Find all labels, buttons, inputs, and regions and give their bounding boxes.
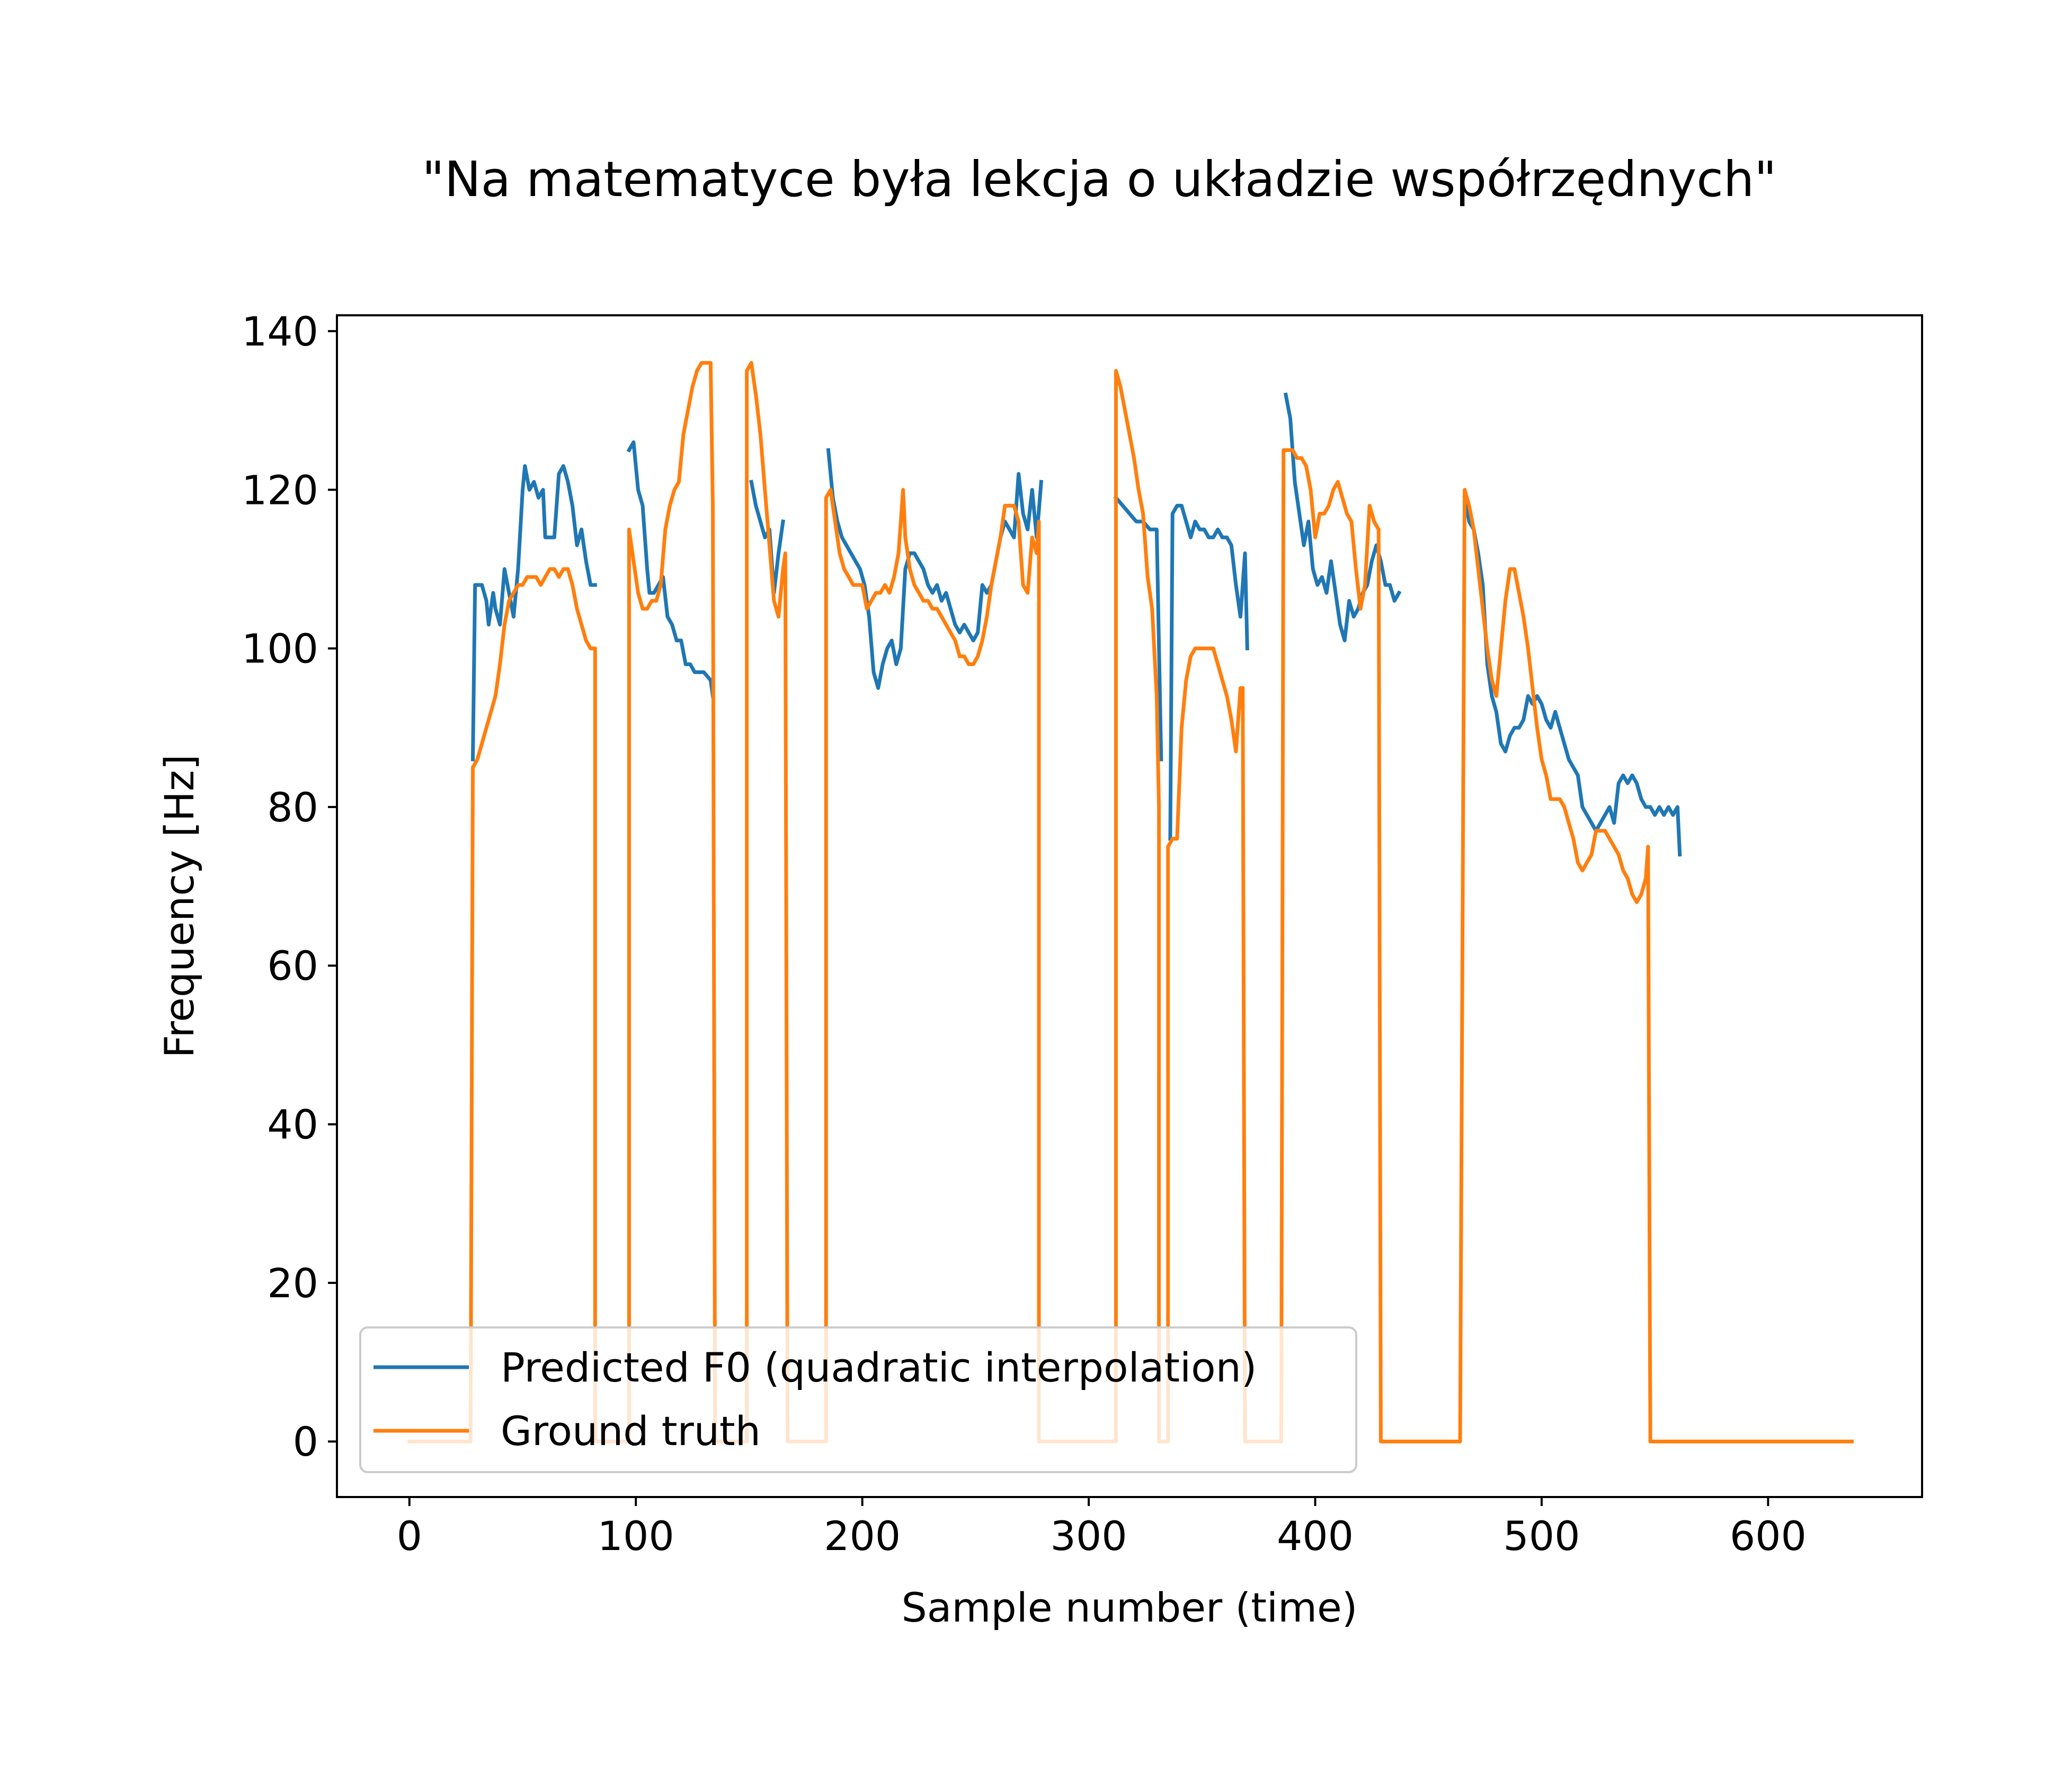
y-tick-label: 60 <box>267 942 318 989</box>
y-tick-label: 100 <box>242 625 318 672</box>
legend-label-ground-truth: Ground truth <box>501 1407 761 1455</box>
x-tick-label: 500 <box>1503 1512 1580 1560</box>
plot-area-frame <box>336 314 1923 1498</box>
chart-title: "Na matematyce była lekcja o układzie ws… <box>422 151 1777 208</box>
legend-box <box>359 1326 1357 1473</box>
y-tick-label: 0 <box>293 1418 318 1465</box>
y-axis: 0 20 40 60 80 100 120 140 <box>242 308 337 1465</box>
y-tick-label: 80 <box>267 784 318 831</box>
series-0-line-segment-1 <box>626 440 715 698</box>
x-tick-label: 600 <box>1730 1512 1807 1560</box>
x-axis: 0 100 200 300 400 500 600 <box>397 1497 1807 1560</box>
legend-label-predicted: Predicted F0 (quadratic interpolation) <box>501 1344 1257 1391</box>
series-0-line-segment-5 <box>1168 503 1249 841</box>
x-tick-label: 300 <box>1051 1512 1127 1560</box>
series-layer <box>407 361 1854 1444</box>
series-0-line-segment-3 <box>826 448 1044 690</box>
x-tick-label: 200 <box>824 1512 901 1560</box>
series-0-line-segment-4 <box>1113 495 1163 761</box>
y-tick-label: 140 <box>242 308 318 355</box>
x-tick-label: 0 <box>397 1512 422 1560</box>
y-axis-label: Frequency [Hz] <box>156 754 203 1058</box>
series-1-line-segment-0 <box>407 361 1854 1444</box>
y-tick-label: 120 <box>242 466 318 513</box>
x-axis-label: Sample number (time) <box>902 1584 1358 1631</box>
legend: Predicted F0 (quadratic interpolation) G… <box>359 1326 1357 1473</box>
series-0-line-segment-7 <box>1462 495 1682 857</box>
x-tick-label: 100 <box>598 1512 674 1560</box>
series-0-line-segment-0 <box>470 464 597 761</box>
y-tick-label: 20 <box>267 1260 318 1307</box>
y-tick-label: 40 <box>267 1101 318 1148</box>
x-tick-label: 400 <box>1277 1512 1354 1560</box>
